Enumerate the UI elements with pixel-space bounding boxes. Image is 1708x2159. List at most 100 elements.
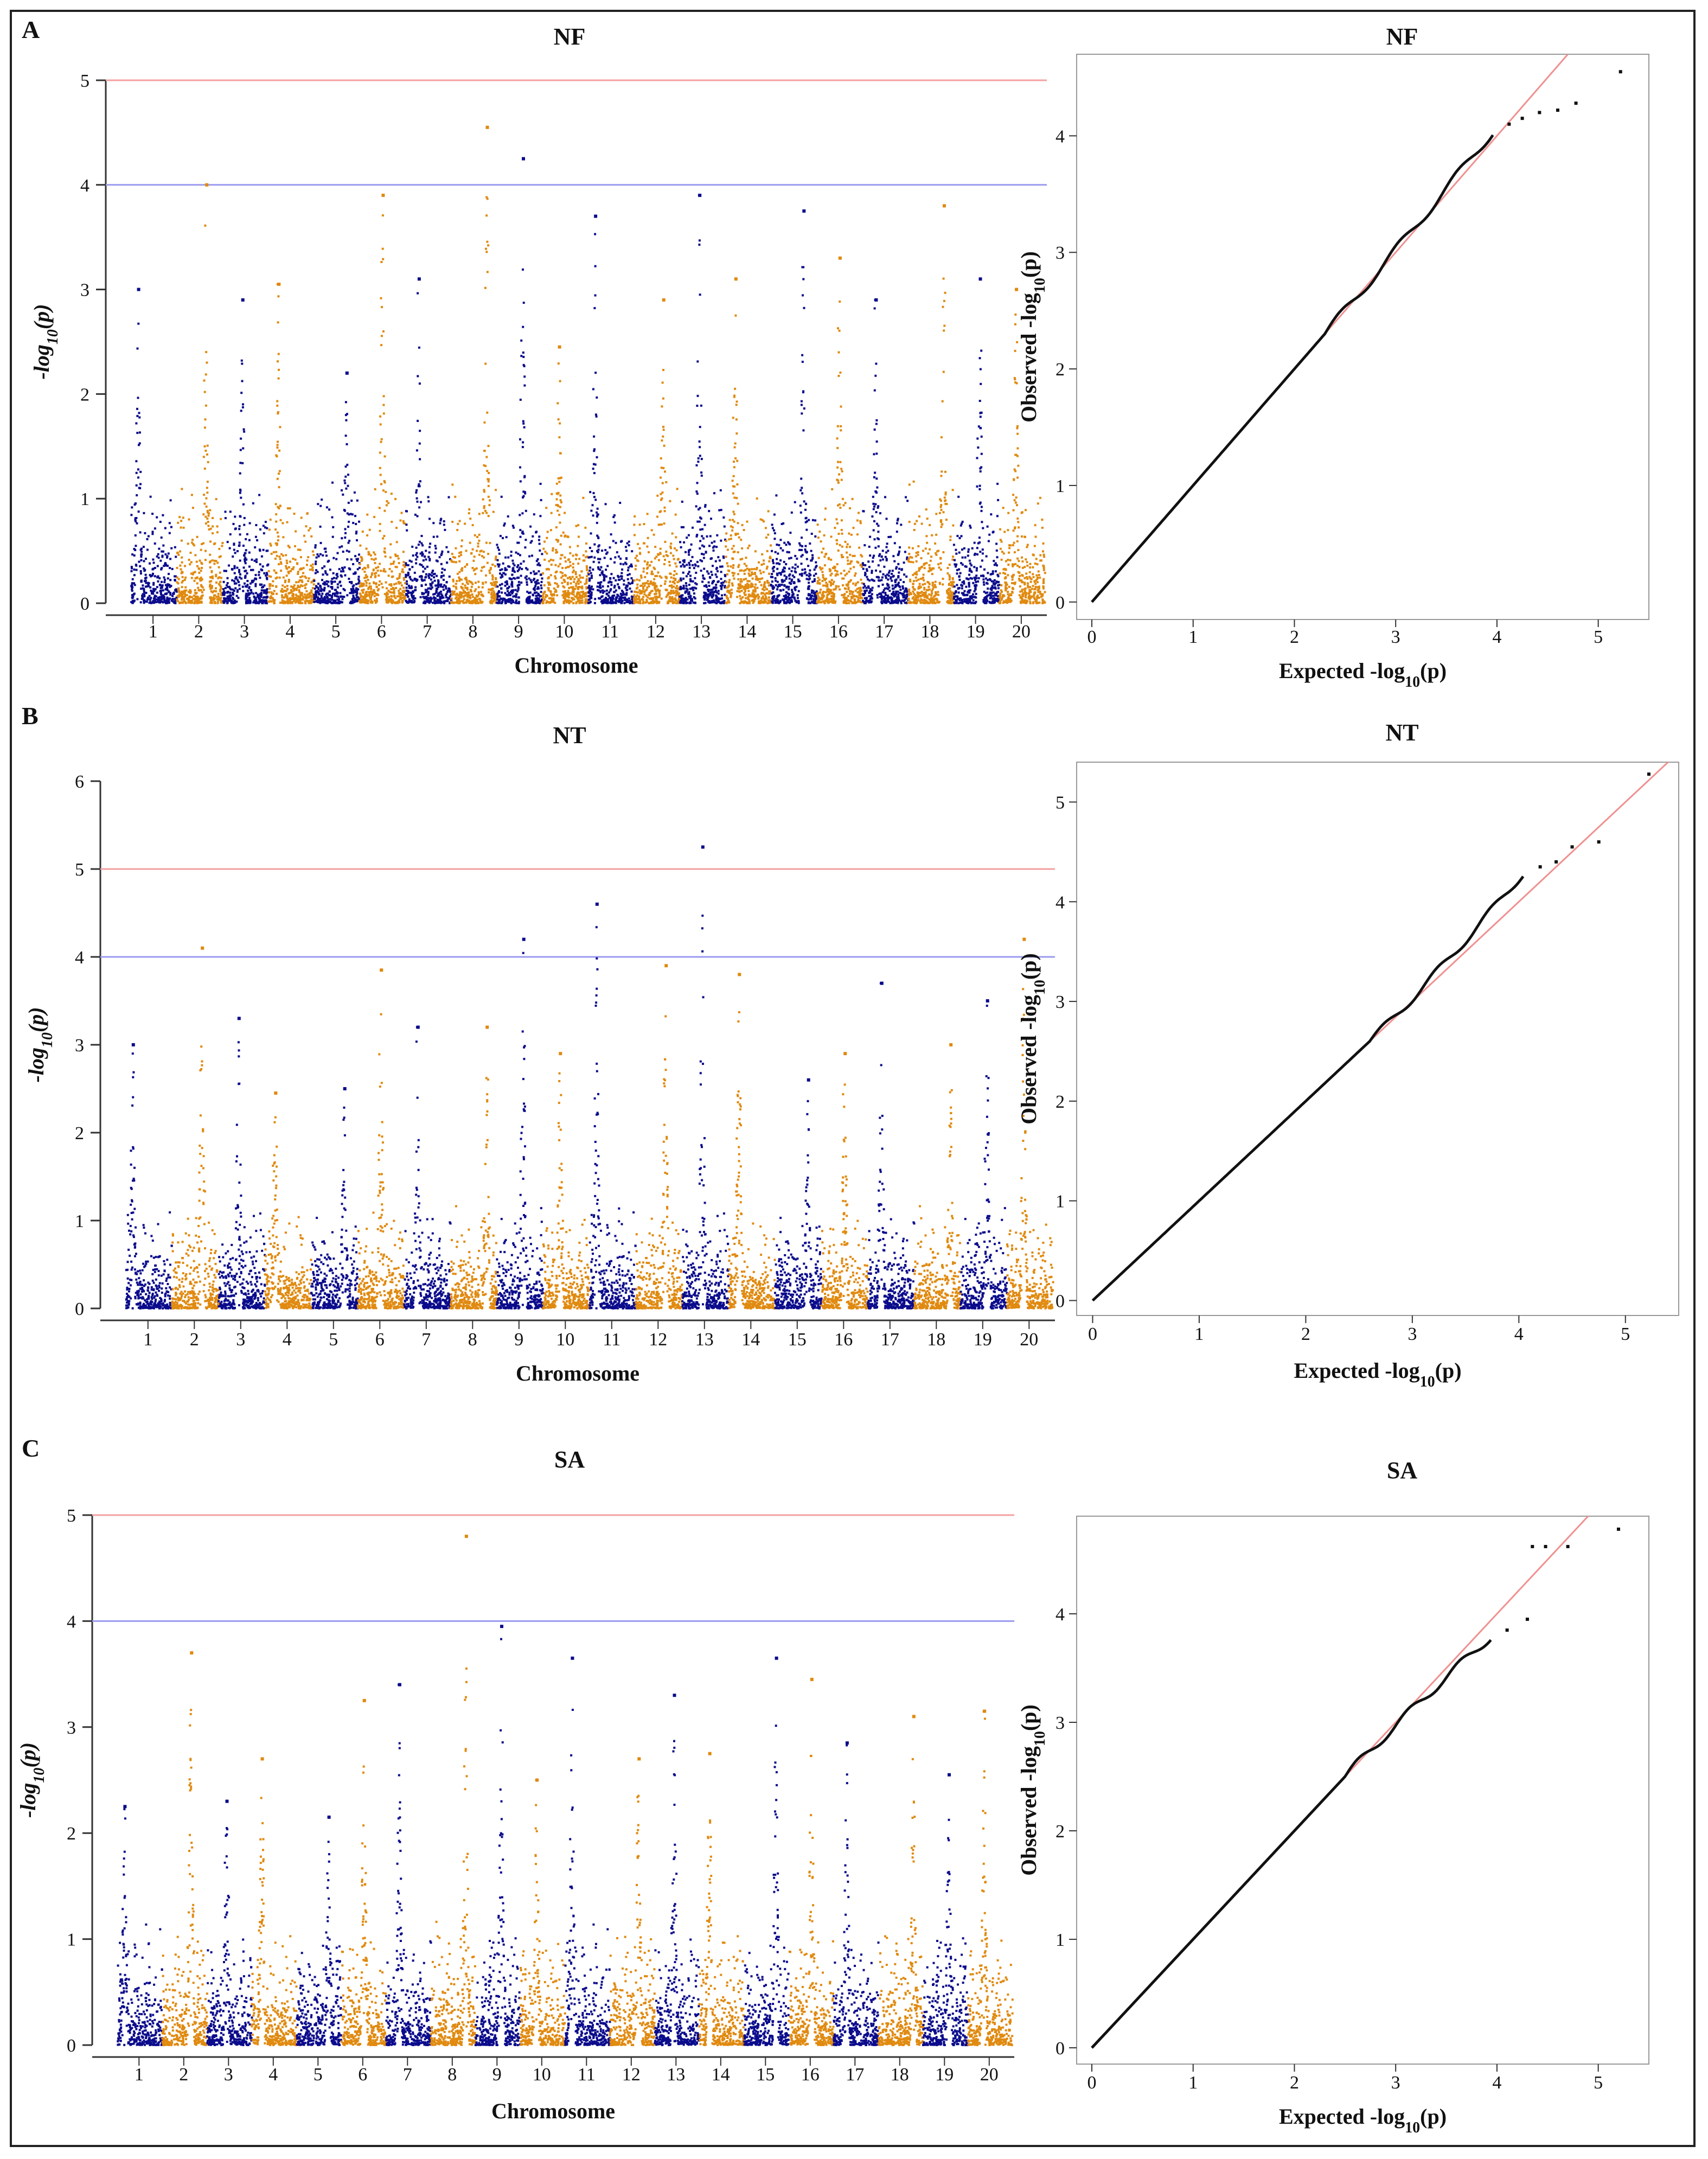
- chromosome-19-points: [952, 277, 1001, 604]
- y-tick-label: 3: [1055, 1713, 1065, 1733]
- chromosome-18-points: [907, 204, 955, 604]
- chromosome-label-1: 1: [143, 1330, 152, 1350]
- chromosome-13-peak: [698, 194, 702, 197]
- x-tick-label: 4: [1492, 627, 1501, 647]
- qq-plot: NT 0 1 2 3 4 5 0 1 2 3 4 5 Observed -log10(p) Expected…: [1016, 719, 1679, 1390]
- chromosome-16-peak: [838, 256, 842, 260]
- chromosome-8-points: [450, 125, 498, 604]
- chromosome-11-peak: [571, 1656, 574, 1660]
- chromosome-4-points: [251, 1757, 298, 2046]
- y-tick-label: 0: [1055, 1291, 1065, 1311]
- qq-top-point: [1505, 1628, 1509, 1632]
- chromosome-17-points: [833, 1741, 880, 2046]
- panel-label: C: [22, 1434, 40, 1462]
- qq-observed-curve: [1091, 876, 1525, 1302]
- chromosome-2-peak: [190, 1651, 194, 1655]
- chromosome-18-peak: [949, 1043, 953, 1046]
- chromosome-1-peak: [123, 1805, 127, 1809]
- chromosome-label-5: 5: [331, 622, 341, 642]
- chromosome-1-points: [130, 288, 178, 604]
- manhattan-title: SA: [554, 1446, 585, 1473]
- chromosome-20-peak: [983, 1709, 987, 1713]
- manhattan-title: NT: [553, 722, 586, 749]
- chromosome-8-peak: [485, 1025, 489, 1029]
- chromosome-6-peak: [381, 194, 385, 197]
- qq-top-point: [1647, 772, 1651, 776]
- chromosome-20-peak: [1015, 288, 1019, 291]
- chromosome-11-peak: [594, 214, 598, 218]
- qq-top-point: [1525, 1618, 1529, 1621]
- chromosome-label-15: 15: [784, 622, 802, 642]
- chromosome-4-points: [264, 1091, 312, 1310]
- chromosome-19-peak: [978, 277, 982, 281]
- qq-observed-curve: [1091, 134, 1494, 603]
- y-tick-label: 2: [1055, 1822, 1065, 1842]
- x-tick-label: 3: [1408, 1324, 1417, 1344]
- y-tick-label: 3: [1055, 243, 1065, 263]
- chromosome-1-peak: [131, 1043, 135, 1046]
- chromosome-8-points: [449, 1025, 498, 1310]
- chromosome-label-12: 12: [622, 2065, 641, 2085]
- y-tick-label: 0: [1055, 2039, 1065, 2059]
- chromosome-label-15: 15: [756, 2065, 775, 2085]
- chromosome-1-points: [117, 1805, 164, 2046]
- chromosome-label-13: 13: [692, 622, 711, 642]
- chromosome-4-points: [267, 283, 315, 604]
- x-tick-label: 4: [1492, 2073, 1501, 2093]
- chromosome-4-peak: [277, 283, 281, 286]
- chromosome-5-peak: [343, 1087, 347, 1090]
- chromosome-14-points: [725, 277, 772, 604]
- x-tick-label: 5: [1621, 1324, 1630, 1344]
- y-tick-label: 4: [1055, 1605, 1065, 1625]
- y-tick-label: 5: [80, 71, 89, 91]
- chromosome-12-points: [635, 964, 683, 1310]
- chromosome-9-peak: [522, 157, 525, 161]
- chromosome-17-peak: [845, 1741, 849, 1745]
- chromosome-label-10: 10: [533, 2065, 551, 2085]
- chromosome-label-12: 12: [647, 622, 665, 642]
- x-tick-label: 3: [1391, 2073, 1400, 2093]
- qq-title: SA: [1387, 1457, 1417, 1484]
- chromosome-18-points: [877, 1715, 924, 2046]
- qq-top-point: [1619, 70, 1622, 74]
- y-tick-label: 1: [1055, 1192, 1065, 1212]
- chromosome-10-peak: [558, 345, 561, 349]
- qq-top-point: [1597, 840, 1601, 844]
- chromosome-label-14: 14: [738, 622, 756, 642]
- y-axis-label: -log10(p): [24, 1007, 56, 1082]
- chromosome-3-points: [218, 1017, 266, 1310]
- y-axis-label: -log10(p): [29, 304, 61, 379]
- chromosome-label-15: 15: [788, 1330, 807, 1350]
- y-tick-label: 4: [1055, 126, 1065, 146]
- chromosome-11-peak: [595, 902, 599, 906]
- y-tick-label: 5: [67, 1506, 76, 1526]
- qq-top-point: [1520, 117, 1524, 120]
- chromosome-9-peak: [522, 937, 526, 941]
- chromosome-5-peak: [327, 1815, 331, 1819]
- manhattan-points: [130, 125, 1046, 604]
- y-tick-label: 1: [67, 1930, 76, 1950]
- chromosome-9-points: [496, 937, 545, 1310]
- panel-label: A: [22, 16, 40, 43]
- identity-line: [1091, 54, 1569, 603]
- y-tick-label: 0: [75, 1299, 84, 1319]
- x-tick-label: 3: [1391, 627, 1400, 647]
- chromosome-13-points: [654, 1694, 700, 2046]
- chromosome-16-peak: [810, 1677, 814, 1681]
- chromosome-label-19: 19: [935, 2065, 954, 2085]
- chromosome-16-peak: [843, 1052, 847, 1056]
- x-tick-label: 2: [1301, 1324, 1310, 1344]
- y-tick-label: 2: [75, 1123, 84, 1144]
- chromosome-14-peak: [738, 973, 741, 976]
- qq-top-point: [1570, 845, 1574, 849]
- chromosome-8-points: [430, 1535, 477, 2046]
- x-tick-label: 1: [1188, 2073, 1198, 2093]
- y-tick-label: 2: [80, 385, 89, 405]
- chromosome-label-5: 5: [314, 2065, 323, 2085]
- chromosome-label-14: 14: [712, 2065, 730, 2085]
- chromosome-12-peak: [637, 1757, 641, 1761]
- chromosome-3-points: [206, 1799, 253, 2046]
- qq-plot-box: [1076, 1516, 1649, 2065]
- identity-line: [1092, 762, 1669, 1301]
